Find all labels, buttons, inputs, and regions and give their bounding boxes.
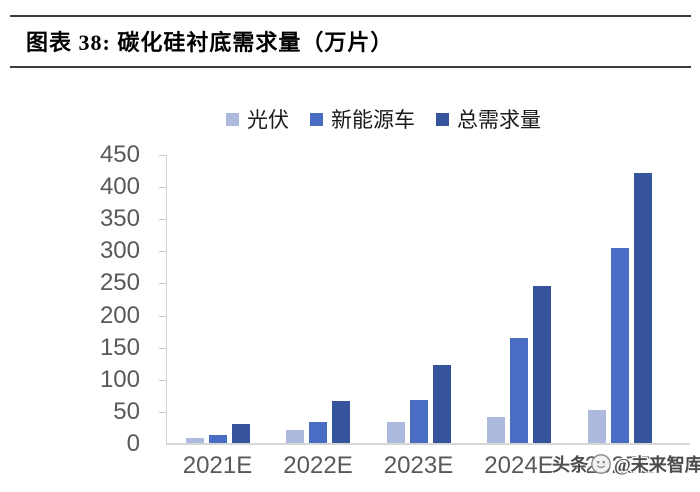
legend-label: 新能源车 [331,108,415,132]
legend-label: 总需求量 [457,108,541,132]
watermark-prefix: 头条 [552,455,588,475]
legend-item-新能源车: 新能源车 [310,104,415,134]
bar-2024E-光伏 [487,417,505,443]
bar-2023E-总需求量 [432,364,451,443]
y-axis-label: 100 [99,365,140,393]
y-axis-label: 300 [99,237,140,265]
title-top-rule [10,15,691,17]
y-axis-label: 350 [99,205,140,233]
y-axis-label: 50 [113,397,140,425]
bar-2022E-光伏 [286,430,304,443]
figure-title: 图表 38: 碳化硅衬底需求量（万片） [26,30,394,55]
y-axis-label: 400 [99,173,140,201]
y-axis-tick [159,187,166,189]
y-axis-tick [159,251,166,253]
y-axis-label: 250 [99,269,140,297]
y-axis-tick [159,283,166,285]
bar-2022E-新能源车 [309,422,327,443]
watermark-suffix: @未来智库 [614,455,700,475]
x-axis-label: 2021E [182,452,253,479]
x-axis-line [166,443,690,445]
title-bottom-rule [10,66,691,68]
toutiao-logo-icon [591,454,611,474]
bar-2021E-光伏 [185,437,204,443]
bar-2025E-光伏 [587,409,606,443]
bar-2021E-总需求量 [231,423,250,443]
bar-2023E-新能源车 [409,399,428,443]
y-axis-tick [159,315,166,317]
y-axis-tick [159,155,166,156]
y-axis-tick [159,347,166,349]
x-axis-label: 2022E [283,452,353,479]
y-axis-tick [159,411,166,413]
bar-2021E-新能源车 [208,434,227,443]
bar-2022E-总需求量 [332,401,350,443]
watermark: 头条 @未来智库 [552,451,700,477]
y-axis-label: 150 [99,333,140,361]
legend-swatch [436,112,449,126]
chart-legend: 光伏 新能源车 总需求量 [226,104,541,134]
bar-2025E-总需求量 [633,173,652,443]
y-axis-label: 200 [99,301,140,329]
legend-item-光伏: 光伏 [226,104,289,134]
legend-swatch [226,112,239,126]
bar-2024E-新能源车 [510,338,528,443]
y-axis-tick [159,219,166,221]
y-axis-label: 0 [126,430,140,457]
x-axis-label: 2023E [383,452,454,479]
legend-swatch [310,112,323,126]
y-axis-label: 450 [99,141,140,168]
plot-area [166,155,690,444]
y-axis-tick [159,379,166,381]
bar-2025E-新能源车 [610,247,629,443]
y-axis-line [166,155,167,444]
legend-item-总需求量: 总需求量 [436,104,541,134]
x-axis-label: 2024E [484,452,554,479]
bar-2024E-总需求量 [533,285,551,443]
legend-label: 光伏 [247,108,289,132]
bar-2023E-光伏 [386,421,405,443]
